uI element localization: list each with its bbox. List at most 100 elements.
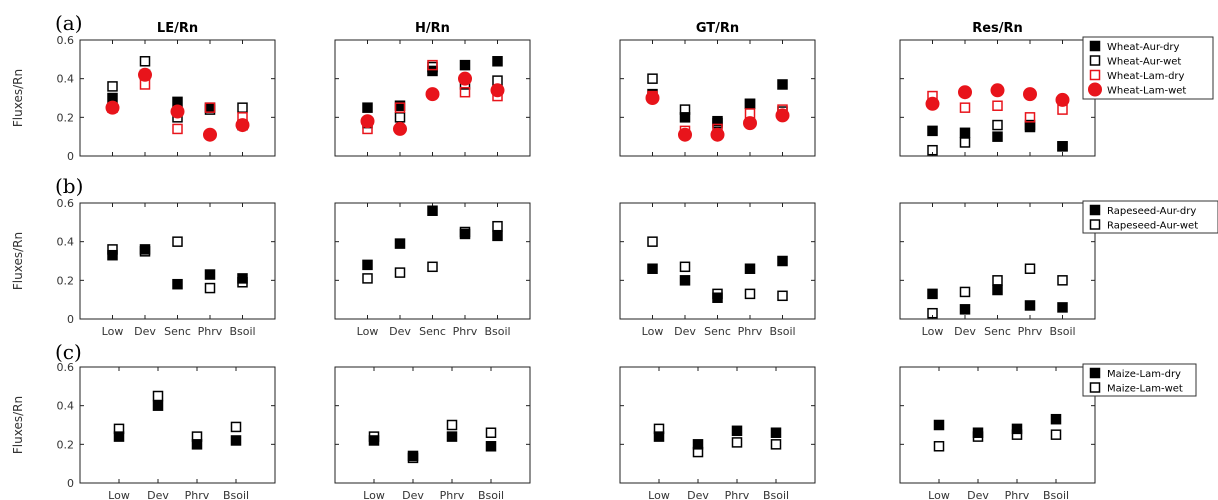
- legend-box: [1082, 200, 1218, 234]
- data-point-wheat-lam-dry: [1024, 112, 1036, 123]
- legend-marker: [1089, 219, 1101, 230]
- legend-label: Wheat-Aur-dry: [1107, 42, 1180, 53]
- data-point-maize-lam-wet: [191, 431, 203, 442]
- data-point-rapeseed-aur-dry: [647, 263, 658, 274]
- data-point-rapeseed-aur-dry: [777, 255, 788, 267]
- data-point-rapeseed-aur-dry: [492, 230, 503, 242]
- data-point-rapeseed-aur-dry: [107, 249, 118, 261]
- legend-marker: [1089, 40, 1101, 52]
- legend-row-1: Rapeseed-Aur-dry Rapeseed-Aur-wet: [1082, 200, 1218, 234]
- data-point-maize-lam-dry: [152, 400, 164, 411]
- data-point-wheat-lam-wet: [925, 96, 940, 111]
- data-point-rapeseed-aur-dry: [172, 278, 183, 290]
- data-point-wheat-aur-dry: [992, 131, 1003, 142]
- data-point-wheat-aur-wet: [712, 117, 723, 129]
- data-point-rapeseed-aur-wet: [139, 246, 151, 257]
- data-point-maize-lam-dry: [113, 431, 125, 442]
- data-point-rapeseed-aur-wet: [1057, 275, 1068, 286]
- data-point-maize-lam-wet: [152, 390, 164, 402]
- data-point-maize-lam-dry: [191, 439, 203, 450]
- data-point-wheat-aur-wet: [1057, 141, 1068, 152]
- y-axis-label: Fluxes/Rn: [11, 396, 25, 454]
- axes-box: [79, 202, 276, 320]
- x-tick-label-bsoil: Bsoil: [1043, 489, 1069, 500]
- data-point-wheat-lam-wet: [490, 83, 505, 98]
- x-tick-label-dev: Dev: [954, 325, 976, 338]
- x-tick-label-bsoil: Bsoil: [484, 325, 510, 338]
- y-tick-label: 0.2: [57, 274, 75, 287]
- x-tick-label-bsoil: Bsoil: [229, 325, 255, 338]
- panel-r1-c2: Low Dev Senc Phrv Bsoil: [619, 202, 816, 338]
- data-point-rapeseed-aur-dry: [959, 304, 971, 315]
- data-point-wheat-lam-wet: [775, 108, 790, 123]
- data-point-rapeseed-aur-dry: [927, 288, 938, 300]
- data-point-rapeseed-aur-wet: [204, 282, 216, 294]
- data-point-rapeseed-aur-dry: [1024, 300, 1036, 311]
- x-tick-label-phrv: Phrv: [198, 325, 223, 338]
- row-label-b: (b): [55, 174, 83, 198]
- data-point-maize-lam-wet: [368, 431, 380, 442]
- data-point-wheat-lam-dry: [459, 86, 471, 98]
- legend-row-0: Wheat-Aur-dry Wheat-Aur-wet Wheat-Lam-dry W…: [1082, 36, 1214, 100]
- data-point-wheat-aur-dry: [1057, 141, 1068, 152]
- panel-r1-c3: Low Dev Senc Phrv Bsoil: [899, 202, 1096, 338]
- data-point-rapeseed-aur-wet: [647, 236, 658, 247]
- y-tick-label: 0.4: [57, 73, 75, 86]
- data-point-wheat-aur-dry: [679, 112, 691, 123]
- legend-row-2: Maize-Lam-dry Maize-Lam-wet: [1082, 363, 1197, 397]
- x-tick-label-low: Low: [648, 489, 670, 500]
- x-tick-label-bsoil: Bsoil: [763, 489, 789, 500]
- x-tick-label-dev: Dev: [674, 325, 696, 338]
- y-tick-label: 0.2: [57, 111, 75, 124]
- panel-r1-c0: 0 0.2 0.4 0.6 Low Dev Senc Phrv Bsoil Fluxes/Rn: [11, 197, 276, 338]
- x-tick-label-low: Low: [928, 489, 950, 500]
- data-point-maize-lam-dry: [230, 435, 242, 446]
- axes-box: [334, 366, 531, 484]
- x-tick-label-bsoil: Bsoil: [1049, 325, 1075, 338]
- data-point-wheat-lam-wet: [743, 116, 757, 131]
- y-tick-label: 0.6: [57, 361, 75, 374]
- legend-marker: [1089, 55, 1101, 66]
- data-point-wheat-aur-dry: [744, 98, 756, 110]
- data-point-wheat-aur-wet: [1024, 119, 1036, 131]
- data-point-rapeseed-aur-wet: [1024, 263, 1036, 274]
- axes-box: [619, 366, 816, 484]
- y-tick-label: 0.6: [57, 34, 75, 47]
- data-point-wheat-lam-wet: [105, 100, 120, 115]
- data-point-wheat-aur-wet: [139, 56, 151, 67]
- x-tick-label-senc: Senc: [419, 325, 446, 338]
- data-point-wheat-lam-wet: [710, 127, 725, 142]
- panel-r2-c2: Low Dev Phrv Bsoil: [619, 366, 816, 500]
- legend-label: Rapeseed-Aur-dry: [1107, 206, 1196, 217]
- legend-label: Wheat-Aur-wet: [1107, 57, 1181, 68]
- data-point-rapeseed-aur-dry: [1057, 302, 1068, 313]
- data-point-wheat-aur-dry: [459, 59, 471, 71]
- data-point-maize-lam-wet: [407, 452, 419, 464]
- data-point-wheat-aur-dry: [492, 56, 503, 67]
- legend-marker: [1089, 367, 1101, 379]
- data-point-rapeseed-aur-wet: [679, 261, 691, 273]
- x-tick-label-bsoil: Bsoil: [769, 325, 795, 338]
- panel-title: Res/Rn: [972, 21, 1023, 36]
- x-tick-label-dev: Dev: [687, 489, 709, 500]
- data-point-wheat-lam-wet: [235, 118, 250, 133]
- data-point-rapeseed-aur-wet: [492, 220, 503, 232]
- legend-marker: [1088, 82, 1102, 97]
- panel-title: GT/Rn: [696, 21, 739, 36]
- data-point-wheat-lam-dry: [959, 102, 971, 113]
- data-point-rapeseed-aur-wet: [427, 261, 438, 273]
- data-point-maize-lam-wet: [485, 427, 497, 438]
- data-point-wheat-lam-wet: [170, 104, 185, 119]
- y-tick-label: 0.4: [57, 400, 75, 413]
- y-tick-label: 0: [67, 150, 74, 163]
- x-tick-label-dev: Dev: [967, 489, 989, 500]
- legend-box: [1082, 363, 1197, 397]
- data-point-wheat-lam-wet: [645, 91, 660, 105]
- data-point-wheat-lam-wet: [138, 67, 152, 82]
- data-point-wheat-lam-wet: [1023, 87, 1037, 102]
- axes-box: [899, 202, 1096, 320]
- x-tick-label-bsoil: Bsoil: [478, 489, 504, 500]
- data-point-wheat-lam-dry: [172, 123, 183, 135]
- data-point-rapeseed-aur-wet: [992, 275, 1003, 286]
- y-tick-label: 0.4: [57, 236, 75, 249]
